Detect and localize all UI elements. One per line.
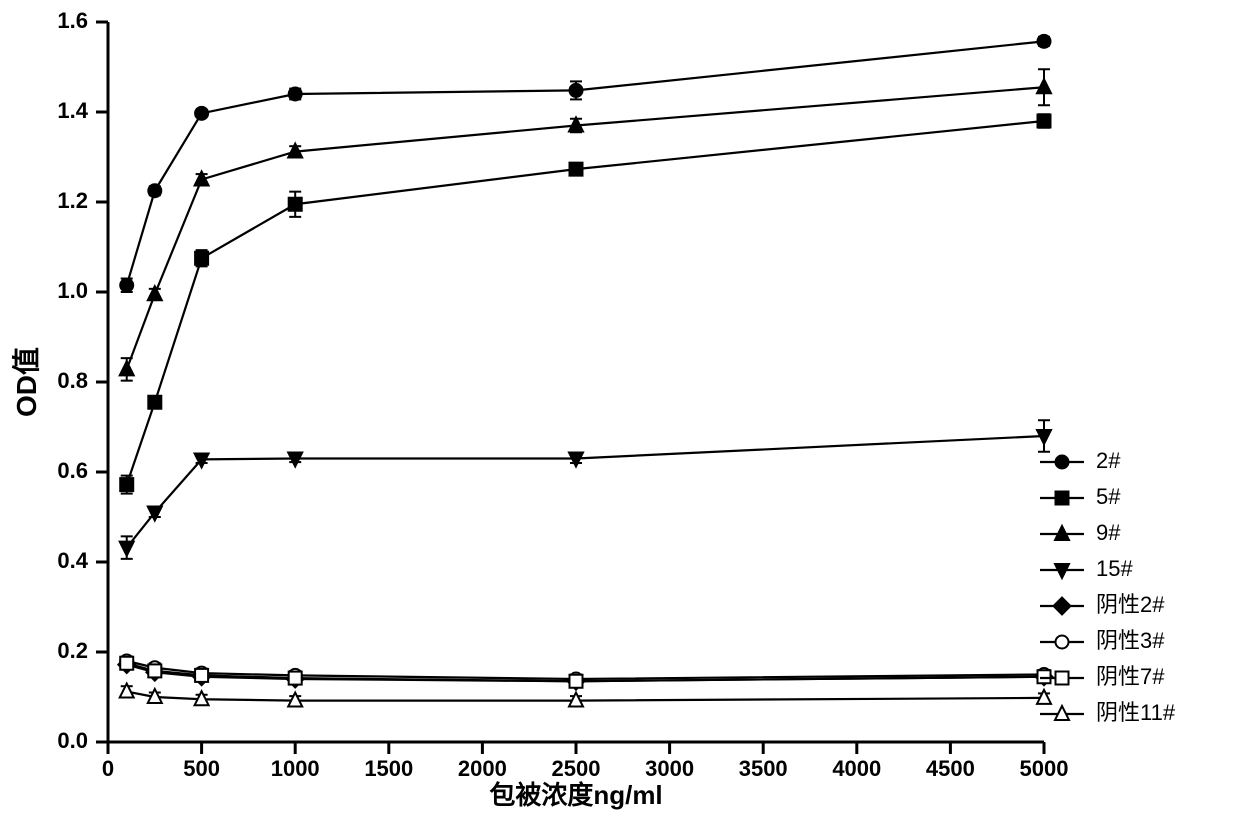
x-tick-label: 1500 xyxy=(364,756,413,781)
od-line-chart: 0.0 0.2 0.4 0.6 0.8 1.0 1.2 1.4 1.6 0 500 1000 1500 2… xyxy=(0,0,1240,816)
x-axis-label: 包被浓度ng/ml xyxy=(489,780,662,810)
y-tick-label: 0.2 xyxy=(57,638,88,663)
x-tick-label: 2000 xyxy=(458,756,507,781)
y-tick-label: 1.2 xyxy=(57,188,88,213)
legend-label: 15# xyxy=(1096,556,1133,581)
legend-label: 阴性7# xyxy=(1096,664,1165,689)
x-tick-label: 5000 xyxy=(1020,756,1069,781)
y-tick-label: 1.0 xyxy=(57,278,88,303)
legend-label: 阴性3# xyxy=(1096,628,1165,653)
y-tick-label: 0.8 xyxy=(57,368,88,393)
x-tick-label: 500 xyxy=(183,756,220,781)
legend-label: 阴性2# xyxy=(1096,592,1165,617)
x-tick-label: 4000 xyxy=(832,756,881,781)
y-tick-label: 1.6 xyxy=(57,8,88,33)
x-tick-label: 3000 xyxy=(645,756,694,781)
y-tick-label: 1.4 xyxy=(57,98,88,123)
y-tick-label: 0.6 xyxy=(57,458,88,483)
x-tick-label: 4500 xyxy=(926,756,975,781)
legend-label: 阴性11# xyxy=(1096,700,1176,725)
legend-label: 9# xyxy=(1096,520,1121,545)
y-tick-label: 0.4 xyxy=(57,548,88,573)
x-tick-label: 0 xyxy=(102,756,114,781)
y-axis-label: OD值 xyxy=(11,347,42,417)
x-tick-label: 3500 xyxy=(739,756,788,781)
x-tick-label: 2500 xyxy=(552,756,601,781)
legend-label: 5# xyxy=(1096,484,1121,509)
x-tick-label: 1000 xyxy=(271,756,320,781)
y-tick-label: 0.0 xyxy=(57,728,88,753)
legend-label: 2# xyxy=(1096,448,1121,473)
